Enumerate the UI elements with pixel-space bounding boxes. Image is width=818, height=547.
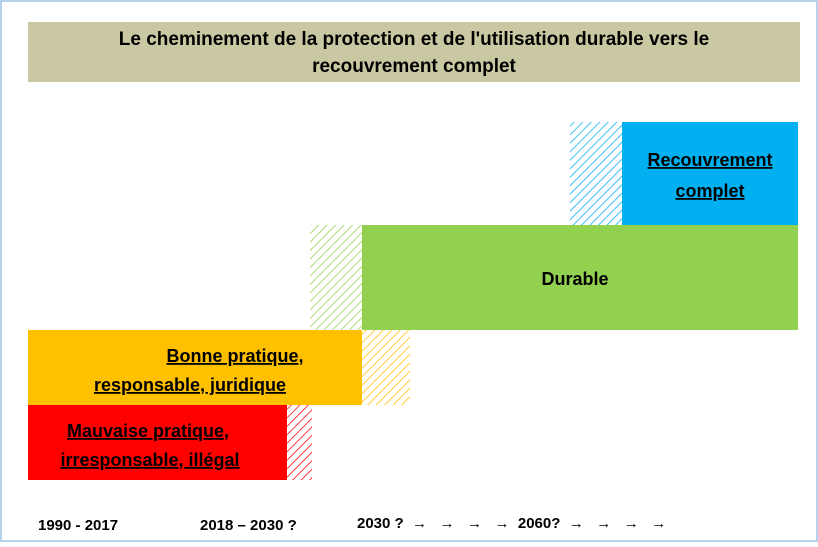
timeline-label: 2018 – 2030 ?	[200, 517, 297, 534]
block-label: Recouvrement	[647, 150, 772, 170]
block-label: Mauvaise pratique,	[67, 421, 229, 441]
block-label: Bonne pratique,	[166, 346, 303, 366]
hatch	[310, 225, 362, 330]
title-line: Le cheminement de la protection et de l'…	[119, 29, 710, 50]
hatch	[570, 122, 622, 225]
block-label: complet	[675, 181, 744, 201]
block-durable	[362, 225, 798, 330]
block-label: irresponsable, illégal	[60, 450, 239, 470]
block-recovery	[622, 122, 798, 225]
title-bar	[28, 22, 800, 82]
timeline-label: 2030 ? → → → → 2060? → → → →	[357, 515, 666, 532]
timeline-label: 1990 - 2017	[38, 517, 118, 534]
block-label: responsable, juridique	[94, 375, 286, 395]
block-good	[28, 330, 362, 405]
hatch	[362, 330, 410, 405]
title-line: recouvrement complet	[312, 56, 516, 77]
block-label: Durable	[541, 269, 608, 289]
hatch	[287, 405, 312, 480]
block-bad	[28, 405, 287, 480]
